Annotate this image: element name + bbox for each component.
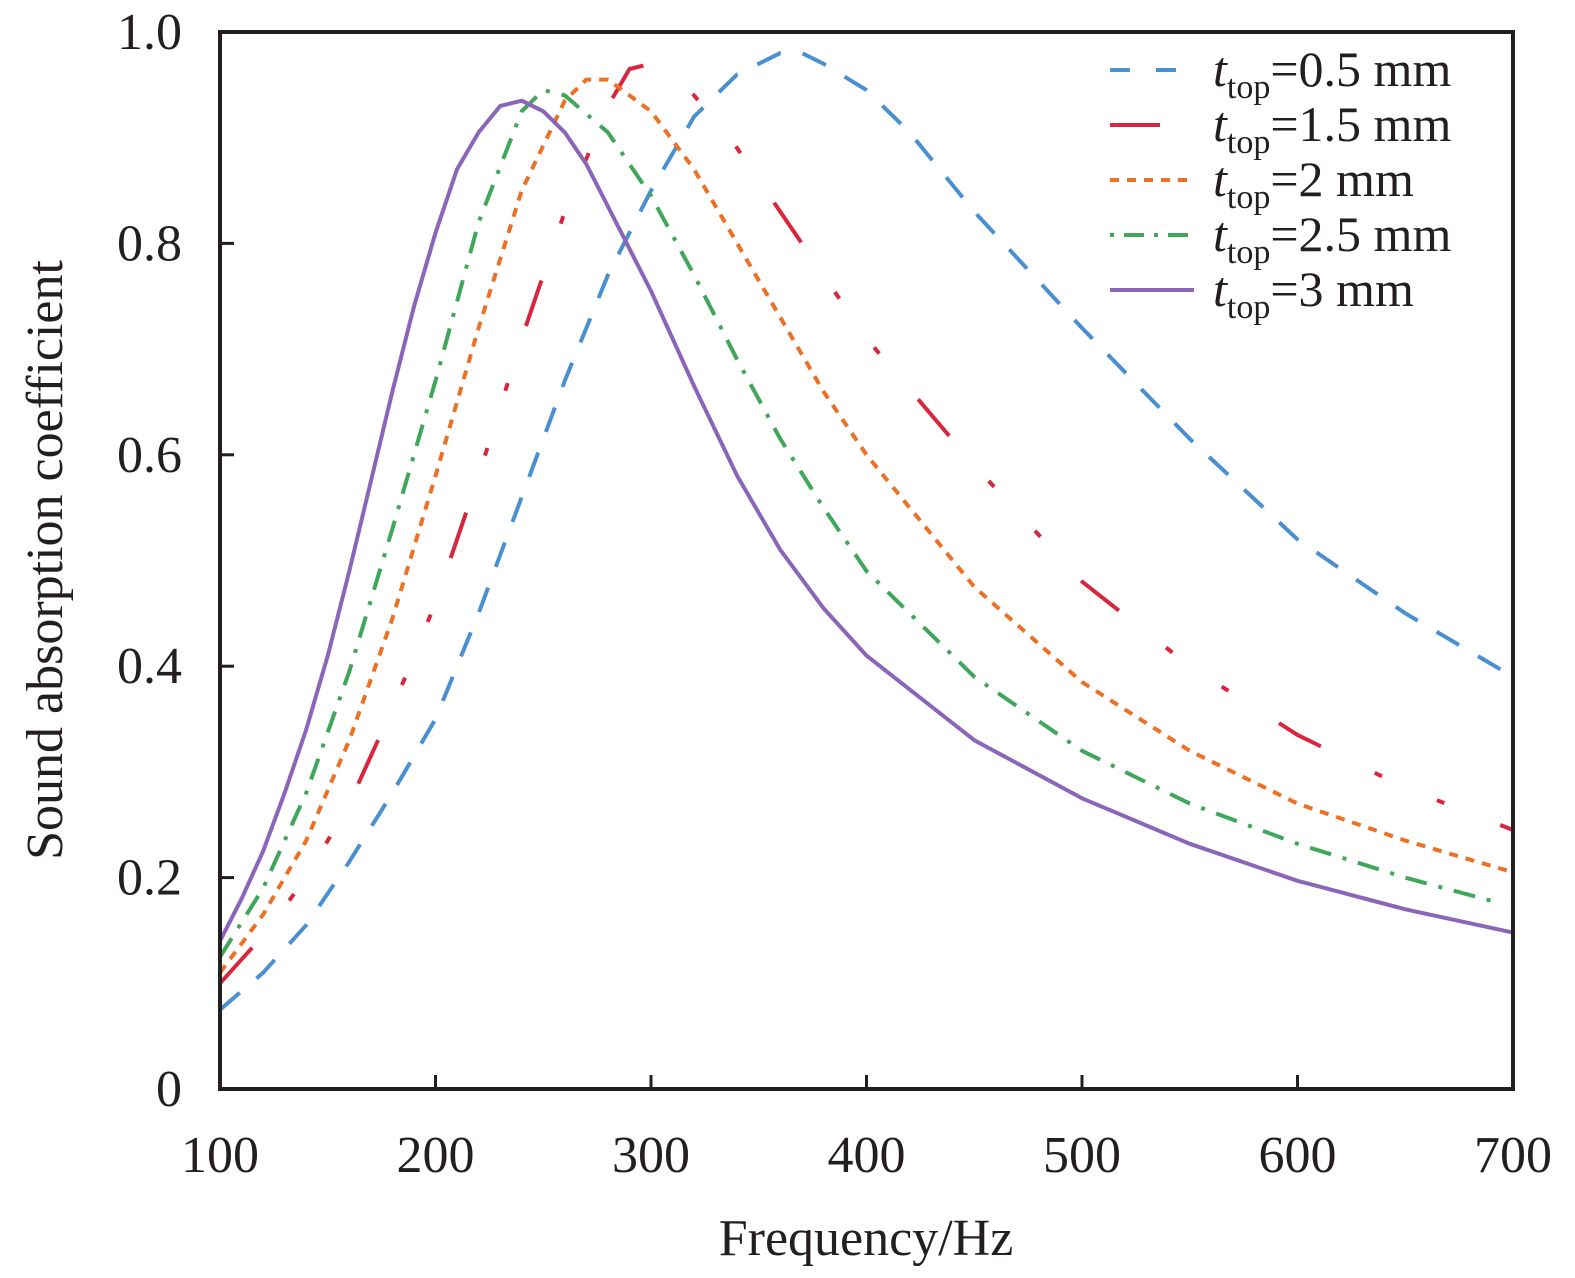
y-tick-label: 0 bbox=[156, 1061, 182, 1118]
y-tick-label: 1.0 bbox=[117, 4, 182, 61]
series-line-0 bbox=[218, 51, 1515, 1012]
legend-label: ttop=1.5 mm bbox=[1213, 96, 1451, 161]
legend-label: ttop=2.5 mm bbox=[1213, 206, 1451, 271]
x-tick-label: 400 bbox=[828, 1127, 906, 1184]
y-tick-label: 0.2 bbox=[117, 850, 182, 907]
legend-label: ttop=0.5 mm bbox=[1213, 41, 1451, 106]
x-axis-title: Frequency/Hz bbox=[719, 1210, 1014, 1267]
legend-item: ttop=2 mm bbox=[1110, 151, 1414, 216]
y-tick-label: 0.4 bbox=[117, 638, 182, 695]
y-tick-label: 0.6 bbox=[117, 427, 182, 484]
series-line-1 bbox=[218, 61, 1514, 985]
x-tick-label: 700 bbox=[1474, 1127, 1552, 1184]
series-line-4 bbox=[218, 98, 1514, 942]
legend-item: ttop=1.5 mm bbox=[1110, 96, 1451, 161]
series-line-3 bbox=[218, 88, 1493, 958]
x-tick-label: 500 bbox=[1043, 1127, 1121, 1184]
y-axis: 0 0.2 0.4 0.6 0.8 1.0 bbox=[117, 4, 234, 1118]
x-tick-label: 100 bbox=[181, 1127, 259, 1184]
x-tick-label: 600 bbox=[1259, 1127, 1337, 1184]
y-tick-label: 0.8 bbox=[117, 215, 182, 272]
legend-item: ttop=2.5 mm bbox=[1110, 206, 1451, 271]
x-tick-label: 300 bbox=[612, 1127, 690, 1184]
legend-item: ttop=0.5 mm bbox=[1110, 41, 1451, 106]
series-lines bbox=[218, 51, 1515, 1012]
x-tick-label: 200 bbox=[397, 1127, 475, 1184]
y-axis-title: Sound absorption coefficient bbox=[17, 260, 74, 860]
legend-item: ttop=3 mm bbox=[1110, 261, 1414, 326]
legend-label: ttop=2 mm bbox=[1213, 151, 1414, 216]
legend-label: ttop=3 mm bbox=[1213, 261, 1414, 326]
x-axis: 100 200 300 400 500 600 700 bbox=[181, 1075, 1552, 1184]
